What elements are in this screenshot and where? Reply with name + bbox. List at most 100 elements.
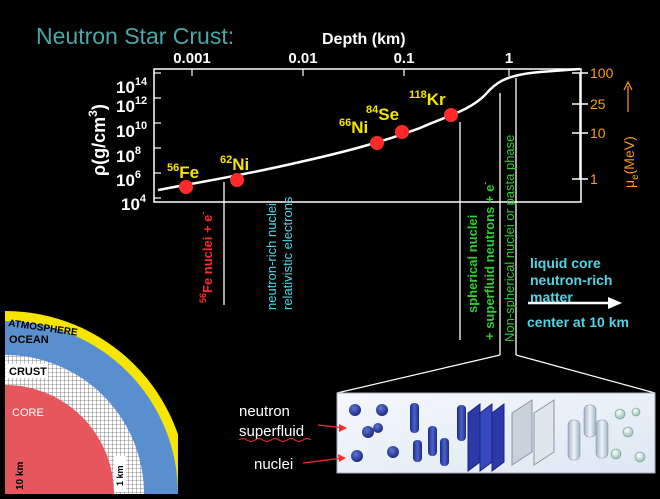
density-tick-exp: 6 (135, 169, 141, 181)
svg-text:62Ni: 62Ni (220, 154, 249, 174)
density-tick-exp: 10 (135, 120, 147, 132)
nucleus-rod (440, 438, 449, 466)
nucleus-marker (444, 108, 458, 122)
nucleus-mass: 118 (409, 89, 427, 101)
bubble (622, 426, 634, 438)
nucleus-marker (179, 180, 193, 194)
core-layer (5, 385, 114, 494)
density-tick-base: 10 (116, 147, 135, 166)
density-tick-base: 10 (116, 171, 135, 190)
nuclei-labels: 56Fe 62Ni 66Ni 84Se 118Kr (167, 89, 446, 182)
core-label: CORE (12, 407, 44, 419)
nucleus-sphere (351, 450, 363, 462)
crust-label-bg (6, 364, 48, 378)
nucleus-symbol: Ni (351, 118, 368, 137)
svg-text:84Se: 84Se (366, 104, 399, 124)
liquid-core-label: liquid core neutron-rich matter (530, 255, 612, 305)
legend-pointers (302, 424, 347, 464)
nucleus-rod (457, 405, 466, 441)
nucleus-slabs-blue (467, 403, 505, 472)
right-arrow-icon (528, 297, 622, 309)
panel-legend: neutron superfluid nuclei (239, 403, 304, 473)
star-cross-section (0, 310, 188, 499)
svg-text:relativistic electrons: relativistic electrons (280, 196, 295, 310)
nucleus-mass: 66 (339, 117, 351, 129)
nucleus-mass: 56 (167, 162, 179, 174)
svg-text:1 km: 1 km (115, 465, 125, 486)
svg-text:1010: 1010 (116, 120, 147, 141)
svg-text:66Ni: 66Ni (339, 117, 368, 137)
fe-nuclei-label: 56Fe nuclei + e- (198, 212, 215, 303)
svg-text:neutron-rich nuclei: neutron-rich nuclei (264, 203, 279, 310)
density-tick-base: 10 (116, 78, 135, 97)
nucleus-sphere (362, 426, 374, 438)
bubble (610, 448, 622, 460)
bubble-tube (583, 404, 597, 438)
nucleus-sphere (387, 446, 399, 458)
up-arrow-icon (623, 80, 633, 112)
svg-text:1014: 1014 (116, 76, 148, 97)
mu-tick-labels: 100 25 10 1 (590, 65, 614, 187)
nuclei-markers (179, 108, 458, 194)
bubble-tube (567, 419, 581, 461)
mu-tick-label: 100 (590, 65, 614, 81)
mu-axis-label: μe(MeV) (621, 136, 641, 188)
pasta-phase-label: Non-spherical nuclei or pasta phase (502, 135, 517, 342)
ocean-label: OCEAN (9, 334, 49, 346)
nucleus-symbol: Se (378, 105, 399, 124)
pasta-phase-panel (336, 392, 656, 474)
superfluid-underline (238, 438, 312, 442)
svg-text:106: 106 (116, 169, 141, 190)
nucleus-rod (428, 426, 437, 456)
svg-text:neutron-rich: neutron-rich (530, 272, 612, 288)
bubble (614, 408, 626, 420)
depth-tick-label: 1 (505, 50, 513, 67)
svg-text:1012: 1012 (116, 95, 147, 116)
nucleus-sphere (349, 404, 361, 416)
nucleus-rod (413, 440, 422, 462)
scale-10km-label: 10 km (15, 462, 26, 490)
svg-text:liquid core: liquid core (530, 255, 601, 271)
mu-tick-marks (572, 72, 588, 180)
depth-tick-label: 0.01 (288, 50, 317, 67)
mu-tick-label: 25 (590, 96, 606, 112)
nucleus-mass: 62 (220, 154, 232, 166)
svg-text:matter: matter (530, 289, 573, 305)
nucleus-sphere (373, 423, 383, 433)
region-boundaries (223, 78, 517, 355)
nucleus-symbol: Fe (179, 163, 199, 182)
legend-nuclei: nuclei (254, 456, 293, 473)
density-tick-exp: 14 (135, 76, 148, 88)
nucleus-mass: 84 (366, 104, 379, 116)
depth-tick-label: 0.001 (173, 50, 211, 67)
nucleus-symbol: Ni (232, 155, 249, 174)
density-axis-label: ρ(g/cm3) (86, 104, 109, 176)
mu-tick-label: 10 (590, 125, 606, 141)
legend-superfluid: superfluid (239, 423, 304, 440)
zoom-lines (336, 354, 656, 394)
crust-label: CRUST (9, 366, 47, 378)
density-tick-exp: 8 (135, 145, 141, 157)
page-title: Neutron Star Crust: (36, 23, 234, 49)
scale-bar-1km: 1 km (114, 456, 126, 492)
nucleus-slabs-grey (511, 399, 555, 466)
spherical-nuclei-label: spherical nuclei + superfluid neutrons +… (465, 182, 497, 340)
density-tick-labels: 1014 1012 1010 108 106 104 (116, 76, 148, 214)
depth-tick-label: 0.1 (394, 50, 415, 67)
svg-text:+ superfluid neutrons + e-: + superfluid neutrons + e- (480, 182, 497, 340)
svg-text:spherical nuclei: spherical nuclei (465, 215, 480, 313)
nucleus-marker (370, 136, 384, 150)
density-tick-exp: 4 (140, 193, 147, 205)
density-tick-base: 10 (121, 195, 140, 214)
density-tick-marks (154, 72, 161, 199)
mu-tick-label: 1 (590, 171, 598, 187)
density-tick-base: 10 (116, 97, 135, 116)
center-label: center at 10 km (527, 314, 629, 330)
neutron-rich-label: neutron-rich nuclei relativistic electro… (264, 196, 295, 310)
svg-text:108: 108 (116, 145, 141, 166)
nucleus-symbol: Kr (427, 90, 446, 109)
bubble-tube (595, 419, 609, 459)
nucleus-marker (395, 125, 409, 139)
